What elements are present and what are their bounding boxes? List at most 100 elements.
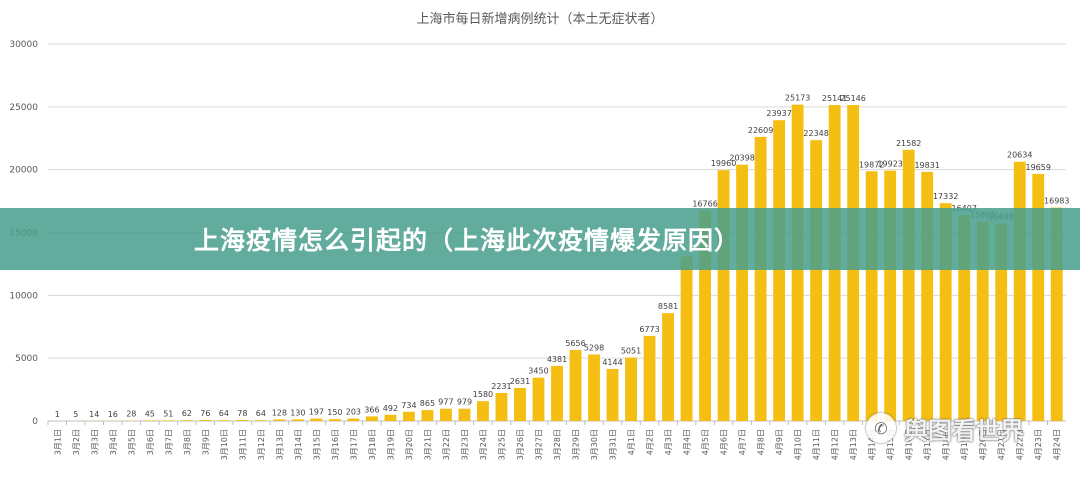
bar (884, 170, 897, 421)
x-tick-label: 4月22日 (1016, 429, 1025, 460)
x-tick-label: 3月17日 (349, 429, 358, 460)
x-tick-label: 4月9日 (775, 429, 784, 455)
wechat-icon: ✆ (866, 413, 896, 443)
data-label: 51 (163, 409, 173, 418)
x-tick-label: 4月2日 (646, 429, 655, 455)
x-tick-label: 3月26日 (516, 429, 525, 460)
bar (1050, 207, 1063, 421)
data-label: 17332 (933, 192, 958, 201)
x-tick-label: 3月29日 (572, 429, 581, 460)
data-label: 492 (383, 404, 398, 413)
x-tick-label: 3月3日 (90, 429, 99, 455)
x-tick-label: 4月20日 (979, 429, 988, 460)
data-label: 1580 (473, 390, 493, 399)
bar (347, 418, 360, 421)
bar (1032, 173, 1045, 421)
data-label: 25146 (840, 94, 865, 103)
data-label: 4144 (602, 358, 622, 367)
bar (403, 411, 415, 421)
watermark: ✆ 舆图看世界 (866, 410, 1024, 446)
x-tick-label: 4月6日 (720, 429, 729, 455)
x-tick-label: 4月21日 (997, 429, 1006, 460)
data-label: 25141 (822, 94, 847, 103)
y-tick-label: 5000 (15, 354, 38, 364)
bar (273, 419, 286, 421)
x-tick-label: 4月18日 (942, 429, 951, 460)
x-tick-label: 3月10日 (220, 429, 229, 460)
bar (458, 408, 471, 421)
x-tick-label: 3月23日 (460, 429, 469, 460)
bar (680, 256, 693, 421)
x-tick-label: 3月11日 (238, 429, 247, 460)
bar (143, 420, 156, 421)
bar (291, 419, 304, 421)
x-tick-label: 4月4日 (683, 429, 692, 455)
data-label: 16983 (1044, 197, 1069, 206)
data-label: 1 (55, 410, 60, 419)
data-label: 19831 (914, 161, 939, 170)
x-tick-label: 4月3日 (664, 429, 673, 455)
x-tick-label: 3月27日 (534, 429, 543, 460)
bar (588, 354, 600, 421)
bar (976, 221, 989, 421)
data-label: 45 (145, 409, 155, 418)
data-label: 5298 (584, 343, 604, 352)
x-tick-label: 4月24日 (1053, 429, 1062, 460)
bar (236, 420, 249, 421)
bar (440, 408, 452, 421)
watermark-text: 舆图看世界 (904, 416, 1024, 445)
data-label: 16766 (692, 199, 717, 208)
data-label: 28 (126, 410, 136, 419)
data-label: 977 (438, 398, 453, 407)
x-tick-label: 3月15日 (312, 429, 321, 460)
x-tick-label: 3月8日 (183, 429, 192, 455)
bar (328, 419, 341, 421)
x-tick-label: 4月23日 (1034, 429, 1043, 460)
data-label: 20634 (1007, 151, 1032, 160)
bar (662, 313, 674, 421)
x-tick-label: 3月21日 (423, 429, 432, 460)
data-label: 203 (346, 407, 361, 416)
bar (421, 410, 434, 421)
x-tick-label: 3月20日 (405, 429, 414, 460)
data-label: 5656 (565, 339, 585, 348)
data-label: 5 (73, 410, 78, 419)
data-label: 128 (272, 408, 287, 417)
bar (180, 420, 193, 421)
data-label: 14 (89, 410, 99, 419)
data-label: 62 (182, 409, 192, 418)
bar (217, 420, 230, 421)
bar (810, 140, 823, 421)
x-tick-label: 4月19日 (960, 429, 969, 460)
data-label: 3450 (528, 367, 548, 376)
data-label: 19659 (1026, 163, 1051, 172)
data-label: 21582 (896, 139, 921, 148)
data-label: 979 (457, 398, 472, 407)
bar (699, 210, 711, 421)
bar (643, 335, 656, 421)
x-tick-label: 3月19日 (386, 429, 395, 460)
bar (199, 420, 212, 421)
x-tick-label: 3月9日 (201, 429, 210, 455)
bar (1013, 161, 1026, 421)
data-label: 64 (219, 409, 229, 418)
bar (310, 418, 323, 421)
bar (162, 420, 175, 421)
bar (902, 149, 915, 421)
bar (514, 387, 526, 421)
data-label: 20398 (729, 154, 754, 163)
bar (551, 365, 563, 421)
banner-title: 上海疫情怎么引起的（上海此次疫情爆发原因） (194, 226, 741, 255)
data-label: 2631 (510, 377, 530, 386)
data-label: 16 (108, 410, 118, 419)
data-label: 6773 (639, 325, 659, 334)
bar (477, 401, 489, 421)
data-label: 19923 (877, 160, 902, 169)
chart-title: 上海市每日新增病例统计（本土无症状者） (416, 11, 663, 27)
x-tick-label: 4月12日 (831, 429, 840, 460)
x-tick-label: 3月5日 (127, 429, 136, 455)
data-label: 23937 (766, 109, 791, 118)
x-tick-label: 3月16日 (331, 429, 340, 460)
x-tick-label: 4月10日 (794, 429, 803, 460)
x-axis: 3月1日 3月2日 3月3日 3月4日 3月5日 3月6日 3月7日 3月8日 3月9日 3月10… (47, 421, 1062, 460)
